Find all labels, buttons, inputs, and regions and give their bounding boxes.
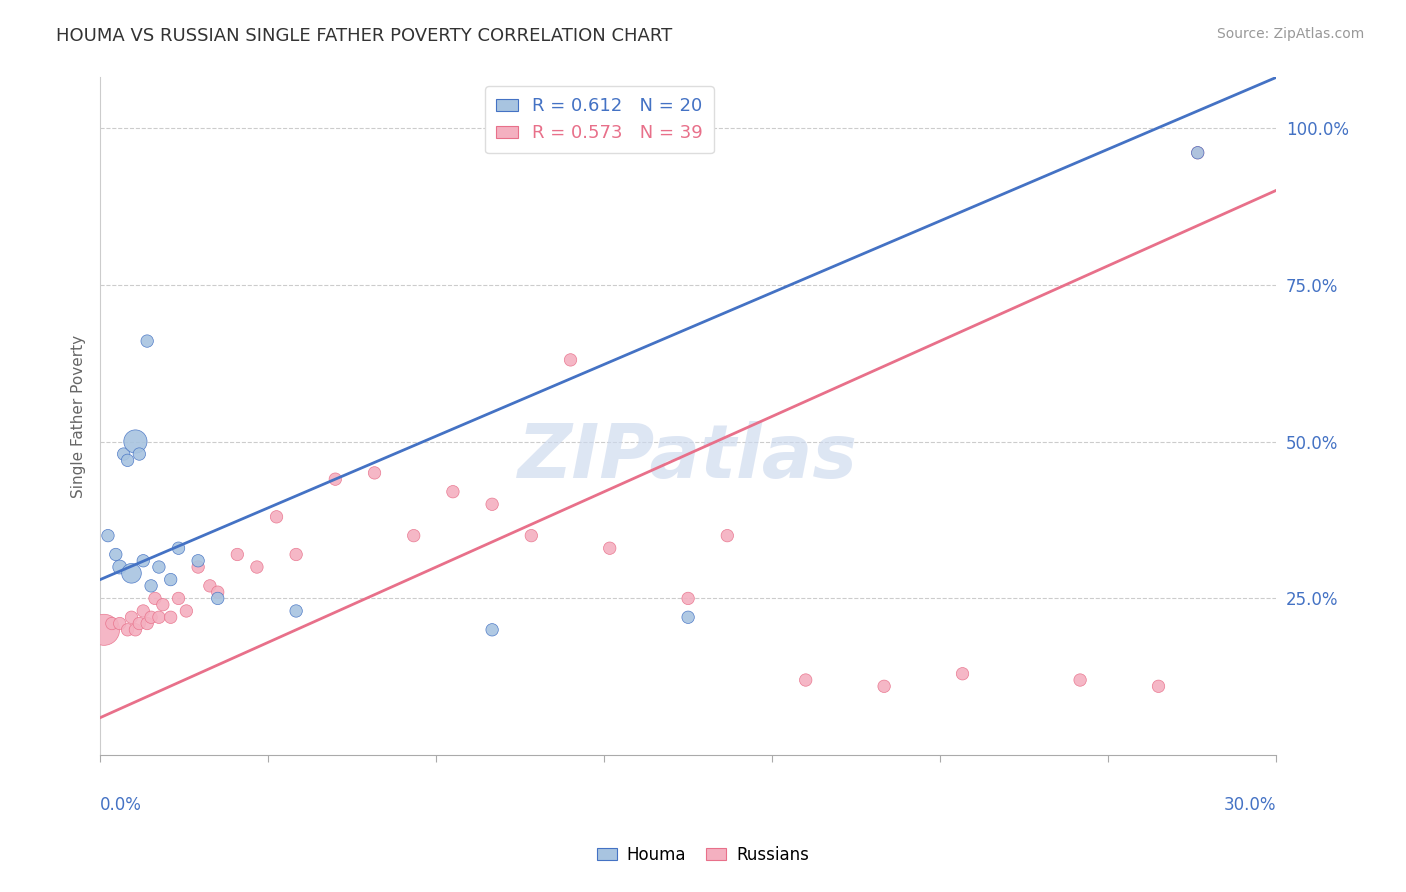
Point: [167, 541, 190, 556]
Point: [128, 447, 150, 461]
Point: [794, 673, 817, 687]
Point: [132, 554, 155, 568]
Text: 30.0%: 30.0%: [1223, 796, 1277, 814]
Point: [128, 616, 150, 631]
Point: [139, 579, 162, 593]
Point: [207, 585, 229, 599]
Point: [176, 604, 198, 618]
Point: [1069, 673, 1091, 687]
Point: [520, 529, 543, 543]
Point: [143, 591, 166, 606]
Point: [97, 529, 120, 543]
Point: [481, 497, 503, 511]
Text: ZIPatlas: ZIPatlas: [519, 420, 858, 493]
Point: [1147, 679, 1170, 693]
Point: [198, 579, 221, 593]
Point: [402, 529, 425, 543]
Text: 0.0%: 0.0%: [100, 796, 142, 814]
Point: [93, 623, 115, 637]
Point: [266, 509, 288, 524]
Legend: Houma, Russians: Houma, Russians: [591, 839, 815, 871]
Point: [117, 453, 139, 467]
Point: [167, 591, 190, 606]
Point: [1187, 145, 1209, 160]
Point: [159, 610, 181, 624]
Point: [246, 560, 269, 574]
Point: [676, 591, 699, 606]
Point: [108, 560, 131, 574]
Point: [124, 434, 146, 449]
Point: [148, 610, 170, 624]
Point: [285, 604, 308, 618]
Point: [207, 591, 229, 606]
Y-axis label: Single Father Poverty: Single Father Poverty: [72, 334, 86, 498]
Point: [124, 623, 146, 637]
Point: [560, 352, 582, 367]
Legend: R = 0.612   N = 20, R = 0.573   N = 39: R = 0.612 N = 20, R = 0.573 N = 39: [485, 87, 714, 153]
Point: [599, 541, 621, 556]
Point: [441, 484, 464, 499]
Point: [952, 666, 974, 681]
Point: [132, 604, 155, 618]
Point: [101, 616, 124, 631]
Text: HOUMA VS RUSSIAN SINGLE FATHER POVERTY CORRELATION CHART: HOUMA VS RUSSIAN SINGLE FATHER POVERTY C…: [56, 27, 672, 45]
Point: [481, 623, 503, 637]
Point: [716, 529, 738, 543]
Point: [1187, 145, 1209, 160]
Point: [285, 548, 308, 562]
Point: [104, 548, 127, 562]
Point: [121, 610, 143, 624]
Point: [136, 334, 159, 348]
Point: [363, 466, 385, 480]
Point: [139, 610, 162, 624]
Point: [676, 610, 699, 624]
Point: [121, 566, 143, 581]
Point: [187, 554, 209, 568]
Point: [323, 472, 346, 486]
Point: [226, 548, 249, 562]
Point: [873, 679, 896, 693]
Point: [159, 573, 181, 587]
Text: Source: ZipAtlas.com: Source: ZipAtlas.com: [1216, 27, 1364, 41]
Point: [136, 616, 159, 631]
Point: [112, 447, 135, 461]
Point: [187, 560, 209, 574]
Point: [152, 598, 174, 612]
Point: [148, 560, 170, 574]
Point: [117, 623, 139, 637]
Point: [108, 616, 131, 631]
